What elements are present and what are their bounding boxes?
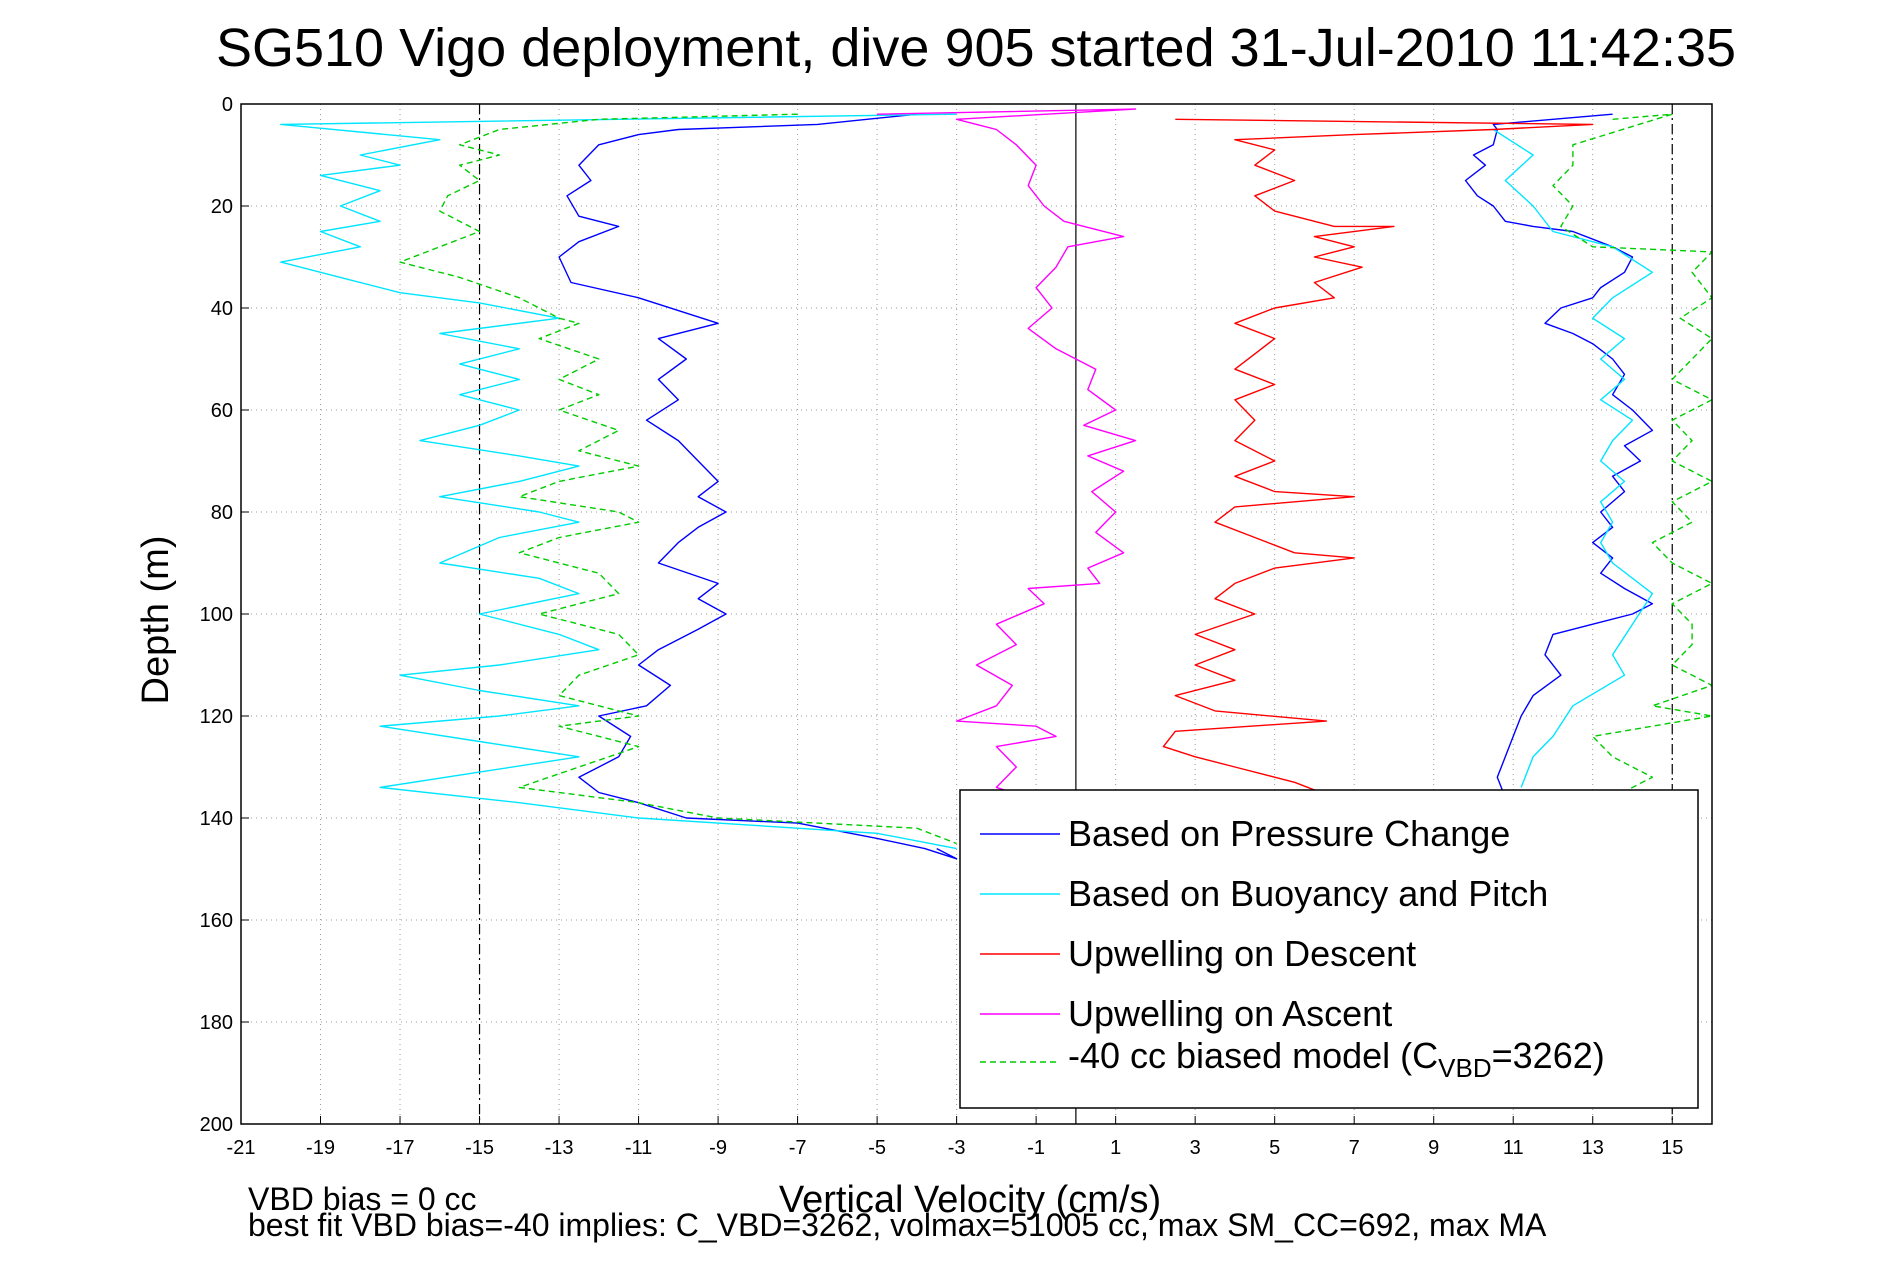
x-tick-label: 5 — [1269, 1137, 1280, 1159]
x-tick-labels: -21 -19 -17 -15 -13 -11 -9 -7 -5 -3 -1 1 3 5 7 9 11 13 15 — [227, 1116, 1683, 1159]
series-lines — [280, 108, 1713, 860]
legend-label-based-on-pressure-change: Based on Pressure Change — [1068, 813, 1510, 854]
legend-box — [959, 789, 1699, 1109]
legend-label-based-on-buoyancy-and-pitch: Based on Buoyancy and Pitch — [1068, 873, 1548, 914]
y-tick-labels: 0 20 40 60 80 100 120 140 160 180 200 — [200, 94, 249, 1136]
x-tick-label: 3 — [1190, 1137, 1201, 1159]
y-tick-label: 80 — [211, 502, 233, 524]
x-tick-label: 15 — [1661, 1137, 1683, 1159]
x-tick-label: -15 — [465, 1137, 494, 1159]
series-upwelling-on-descent — [1162, 118, 1594, 799]
x-tick-label: -1 — [1027, 1137, 1045, 1159]
y-tick-label: 120 — [200, 706, 233, 728]
series-based-on-buoyancy-and-pitch-ascent — [1492, 128, 1654, 788]
legend: Based on Pressure Change Based on Buoyanc… — [959, 789, 1699, 1109]
x-tick-label: -19 — [306, 1137, 335, 1159]
y-tick-label: 20 — [211, 196, 233, 218]
y-tick-label: 160 — [200, 910, 233, 932]
x-tick-label: 13 — [1582, 1137, 1604, 1159]
x-tick-label: -7 — [789, 1137, 807, 1159]
x-tick-label: 11 — [1503, 1137, 1524, 1159]
x-tick-label: -21 — [227, 1137, 256, 1159]
x-tick-label: -11 — [625, 1137, 652, 1159]
x-tick-label: 1 — [1110, 1137, 1121, 1159]
legend-label-biased-model: -40 cc biased model (CVBD=3262) — [1068, 1035, 1605, 1083]
x-tick-label: -13 — [545, 1137, 574, 1159]
series-40-cc-biased-model-c-vbd-3262-ascent — [1552, 113, 1713, 799]
x-tick-label: -17 — [386, 1137, 415, 1159]
x-axis-label: Vertical Velocity (cm/s) — [779, 1179, 1161, 1221]
series-based-on-pressure-change-descent — [558, 113, 958, 860]
x-tick-label: -3 — [948, 1137, 966, 1159]
y-tick-label: 180 — [200, 1012, 233, 1034]
legend-label-upwelling-on-descent: Upwelling on Descent — [1068, 933, 1416, 974]
x-tick-label: -5 — [868, 1137, 886, 1159]
y-tick-label: 60 — [211, 400, 233, 422]
legend-label-upwelling-on-ascent: Upwelling on Ascent — [1068, 993, 1392, 1034]
x-tick-label: 9 — [1428, 1137, 1439, 1159]
fit-annotation: best fit VBD bias=-40 implies: C_VBD=326… — [248, 1207, 1547, 1243]
bias-annotation: VBD bias = 0 cc — [248, 1181, 477, 1217]
y-tick-label: 140 — [200, 808, 233, 830]
y-tick-label: 40 — [211, 298, 233, 320]
series-40-cc-biased-model-c-vbd-3262 — [399, 113, 957, 845]
x-tick-label: 7 — [1349, 1137, 1360, 1159]
y-axis-label: Depth (m) — [135, 536, 177, 705]
series-based-on-pressure-change — [1464, 113, 1654, 798]
chart-title: SG510 Vigo deployment, dive 905 started … — [216, 18, 1736, 78]
x-tick-label: -9 — [709, 1137, 727, 1159]
y-tick-label: 200 — [200, 1114, 233, 1136]
series-upwelling-on-ascent — [877, 108, 1137, 799]
y-tick-label: 100 — [200, 604, 233, 626]
series-based-on-buoyancy-and-pitch — [280, 113, 957, 850]
y-tick-label: 0 — [222, 94, 233, 116]
